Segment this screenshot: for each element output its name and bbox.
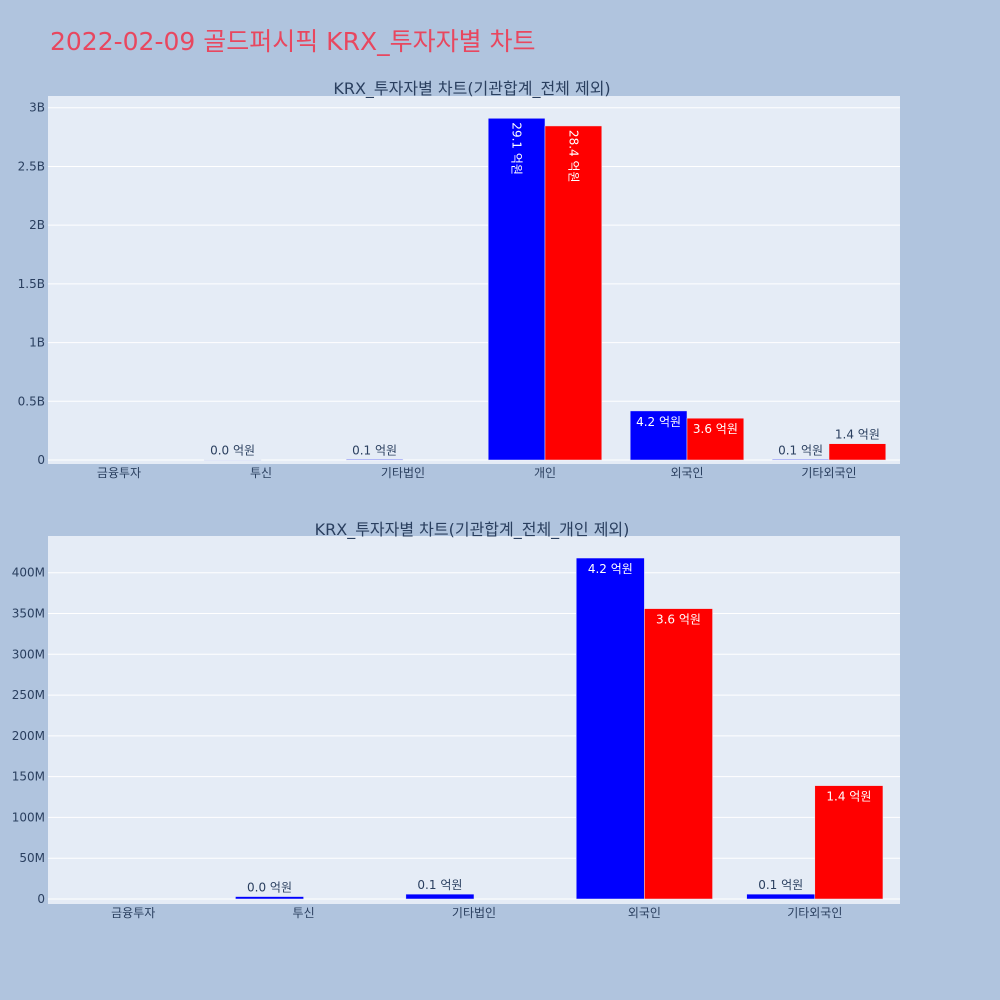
- x-tick-label: 기타법인: [381, 466, 425, 480]
- y-tick-label: 400M: [12, 566, 45, 580]
- y-tick-label: 0: [37, 453, 45, 467]
- x-tick-label: 투신: [293, 906, 315, 920]
- bar: [544, 125, 603, 461]
- bar-label: 29.1 억원: [510, 122, 524, 175]
- x-tick-label: 개인: [534, 466, 556, 480]
- bar-label: 3.6 억원: [656, 613, 701, 627]
- x-tick-label: 기타외국인: [787, 906, 842, 920]
- y-tick-label: 200M: [12, 729, 45, 743]
- bar: [771, 459, 830, 461]
- chart-1: 0 0.5B 1B 1.5B 2B 2.5B 3B KRX_투자자별 차트(기관합계_전체 제…: [18, 79, 900, 480]
- y-tick-label: 3B: [29, 101, 45, 115]
- x-tick-label: 금융투자: [97, 466, 141, 480]
- y-tick-label: 0: [37, 892, 45, 906]
- x-tick-label: 기타법인: [452, 906, 496, 920]
- plot-area: [48, 536, 900, 904]
- page-title: 2022-02-09 골드퍼시픽 KRX_투자자별 차트: [50, 27, 536, 56]
- bar-label: 0.1 억원: [352, 443, 397, 457]
- bar: [686, 417, 745, 461]
- y-tick-label: 100M: [12, 810, 45, 824]
- x-tick-label: 투신: [250, 466, 272, 480]
- y-tick-label: 0.5B: [18, 394, 45, 408]
- bar-label: 1.4 억원: [826, 790, 871, 804]
- bar-label: 0.1 억원: [758, 878, 803, 892]
- chart-title: KRX_투자자별 차트(기관합계_전체 제외): [333, 79, 610, 99]
- bar-label: 3.6 억원: [693, 422, 738, 436]
- bar-label: 0.1 억원: [778, 443, 823, 457]
- x-tick-label: 외국인: [628, 906, 661, 920]
- y-tick-label: 300M: [12, 647, 45, 661]
- bar-label: 4.2 억원: [636, 415, 681, 429]
- bar: [644, 608, 713, 900]
- bar-label: 28.4 억원: [566, 130, 580, 183]
- y-tick-label: 150M: [12, 770, 45, 784]
- plot-area: [48, 96, 900, 464]
- bar-label: 0.0 억원: [247, 881, 292, 895]
- y-tick-label: 250M: [12, 688, 45, 702]
- bar: [746, 893, 816, 900]
- bar: [828, 443, 887, 461]
- x-tick-label: 외국인: [670, 466, 703, 480]
- bar: [235, 896, 304, 900]
- bar: [629, 410, 688, 461]
- x-tick-label: 기타외국인: [801, 466, 856, 480]
- bar: [405, 893, 475, 900]
- bar-label: 1.4 억원: [835, 428, 880, 442]
- bar: [345, 459, 404, 461]
- y-tick-label: 1.5B: [18, 277, 45, 291]
- bar-label: 0.1 억원: [417, 878, 462, 892]
- y-tick-label: 2B: [29, 218, 45, 232]
- bar: [575, 557, 645, 900]
- bar: [203, 459, 262, 461]
- chart-2: 0 50M 100M 150M 200M 250M 300M 350M 400M KRX_투자자별…: [12, 520, 900, 920]
- y-tick-label: 50M: [19, 851, 45, 865]
- y-tick-label: 2.5B: [18, 159, 45, 173]
- bar: [814, 785, 884, 900]
- y-tick-label: 1B: [29, 336, 45, 350]
- bar-label: 0.0 억원: [210, 444, 255, 458]
- chart-title: KRX_투자자별 차트(기관합계_전체_개인 제외): [315, 520, 630, 540]
- bar: [487, 118, 546, 461]
- y-tick-label: 350M: [12, 606, 45, 620]
- bar-label: 4.2 억원: [588, 562, 633, 576]
- x-tick-label: 금융투자: [111, 906, 155, 920]
